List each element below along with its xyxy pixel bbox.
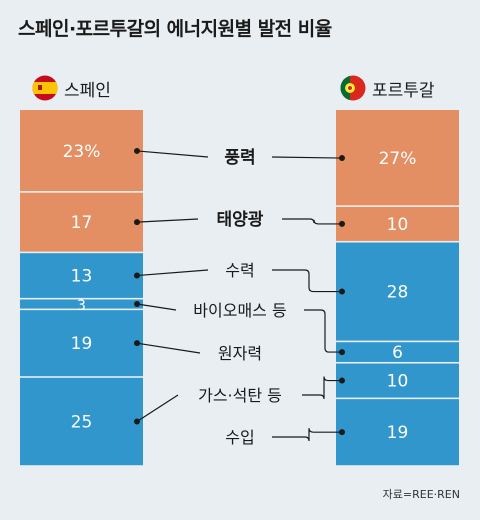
portugal-header: 포르투갈 (340, 74, 435, 102)
bar-segment-1-1 (336, 206, 459, 241)
value-label-0-0: 23% (63, 142, 101, 162)
legend-label-6: 수입 (225, 428, 254, 447)
connector-dot-right-5 (339, 377, 345, 384)
legend-label-4: 원자력 (218, 344, 262, 363)
portugal-label: 포르투갈 (372, 80, 435, 101)
bar-segment-1-0 (336, 110, 459, 206)
connector-right-6 (272, 428, 342, 442)
legend-label-3: 바이오매스 등 (193, 301, 286, 320)
chart-title: 스페인·포르투갈의 에너지원별 발전 비율 (18, 18, 332, 40)
legend-label-0: 풍력 (224, 148, 255, 168)
connector-right-0 (271, 156, 343, 159)
bar-segment-1-3 (336, 342, 459, 362)
bar-segment-1-2 (336, 242, 459, 341)
bar-segment-0-0 (20, 110, 143, 192)
connector-right-1 (282, 218, 342, 225)
value-label-0-6: 25 (71, 413, 93, 433)
connector-dot-left-3 (134, 301, 140, 308)
value-label-0-2: 13 (71, 267, 93, 287)
connector-dot-left-1 (134, 219, 140, 226)
bar-segment-1-5 (336, 363, 459, 398)
bar-segment-0-5 (20, 377, 143, 466)
value-label-1-1: 10 (387, 215, 409, 235)
connector-dot-left-4 (134, 340, 140, 347)
value-label-1-3: 6 (392, 343, 403, 363)
connector-left-5 (136, 394, 179, 423)
connector-left-3 (136, 303, 177, 311)
bar-segment-0-4 (20, 310, 143, 377)
value-label-1-2: 28 (387, 283, 409, 303)
connector-left-1 (136, 218, 199, 223)
connector-dot-right-1 (339, 220, 345, 227)
value-label-0-3: 3 (77, 298, 86, 314)
connector-left-4 (136, 342, 201, 354)
connector-right-2 (272, 269, 342, 293)
connector-right-3 (304, 309, 342, 353)
bar-segment-0-1 (20, 192, 143, 252)
value-label-0-4: 19 (71, 334, 93, 354)
connector-dot-left-0 (134, 147, 140, 154)
connector-dot-right-6 (339, 429, 345, 436)
connector-dot-right-3 (339, 349, 345, 356)
value-label-1-6: 19 (387, 423, 409, 443)
connector-left-2 (136, 269, 209, 277)
legend-label-2: 수력 (225, 261, 254, 280)
legend-label-5: 가스·석탄 등 (198, 386, 282, 405)
connector-right-5 (302, 376, 342, 400)
connector-dot-left-2 (134, 272, 140, 279)
portugal-flag-icon (340, 75, 366, 101)
value-label-1-5: 10 (387, 372, 409, 392)
spain-header: 스페인 (32, 74, 111, 102)
bar-segment-1-6 (336, 399, 459, 466)
spain-flag-icon (32, 75, 58, 101)
connector-dot-right-0 (339, 155, 345, 162)
source-note: 자료=REE·REN (382, 488, 460, 501)
value-label-0-1: 17 (71, 213, 93, 233)
legend-label-1: 태양광 (217, 210, 264, 230)
spain-label: 스페인 (64, 80, 111, 101)
connector-dot-left-5 (134, 418, 140, 425)
value-label-1-0: 27% (379, 149, 417, 169)
bar-segment-0-2 (20, 253, 143, 298)
connector-dot-right-2 (339, 288, 345, 295)
bar-segment-0-3 (20, 299, 143, 309)
connector-left-0 (136, 150, 209, 158)
